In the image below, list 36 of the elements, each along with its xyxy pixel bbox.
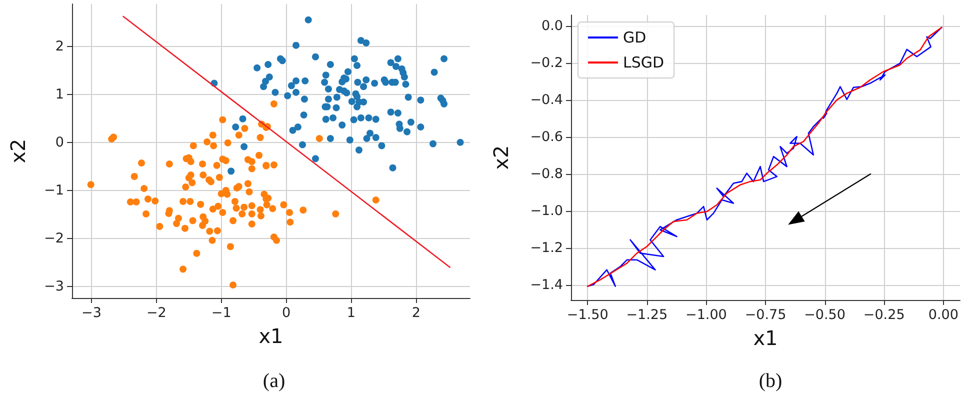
- legend-label: GD: [623, 28, 646, 46]
- y-tick-label: 2: [55, 38, 64, 54]
- legend-label: LSGD: [623, 54, 664, 72]
- y-tick-label: −0.8: [530, 166, 563, 182]
- y-tick-label: 0.0: [542, 18, 563, 34]
- y-tick-label: −3: [44, 278, 64, 294]
- x-tick-label: −0.25: [863, 307, 905, 323]
- x-tick-label: −0.75: [744, 307, 786, 323]
- x-tick-label: −1.50: [566, 307, 608, 323]
- y-tick-label: −0.4: [530, 92, 563, 108]
- y-tick-label: −0.6: [530, 129, 563, 146]
- x-tick-label: −1: [211, 305, 232, 321]
- x-tick-label: −3: [82, 305, 102, 321]
- x-tick-label: −2: [146, 305, 166, 321]
- y-tick-label: −1: [44, 182, 64, 198]
- y-tick-label: 1: [55, 86, 64, 102]
- text: (a): [262, 370, 286, 392]
- text: (b): [758, 370, 782, 392]
- y-tick-label: −1.0: [530, 203, 563, 220]
- y-tick-label: −0.2: [530, 55, 563, 72]
- y-axis-title: x2: [6, 138, 30, 164]
- y-tick-label: −1.4: [530, 277, 563, 294]
- x-tick-label: 1: [346, 305, 356, 321]
- x-tick-label: 0.00: [928, 307, 958, 323]
- line-series: [586, 26, 942, 287]
- x-tick-label: −1.25: [626, 307, 668, 323]
- x-tick-label: 0: [282, 305, 291, 321]
- x-axis-title: x1: [753, 326, 778, 350]
- y-tick-label: −2: [44, 230, 64, 246]
- x-tick-label: −1.00: [686, 307, 727, 323]
- x-tick-label: 2: [412, 305, 420, 321]
- y-tick-label: −1.2: [530, 240, 563, 256]
- y-axis-title: x2: [489, 145, 513, 170]
- y-tick-label: 0: [55, 134, 64, 150]
- x-axis-title: x1: [258, 324, 284, 348]
- x-tick-label: −0.50: [804, 307, 846, 323]
